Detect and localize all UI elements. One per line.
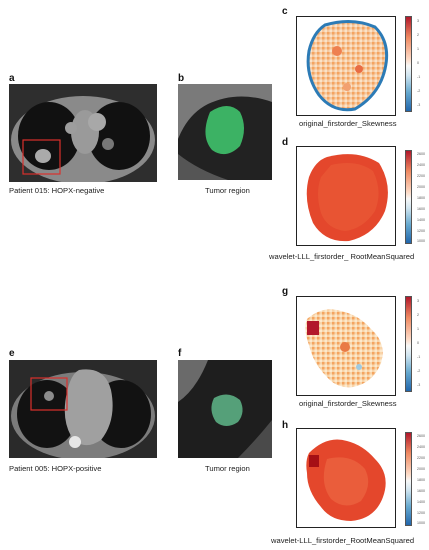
- tick: 3: [417, 19, 419, 23]
- panel-label-d: d: [282, 137, 289, 148]
- tick: -3: [417, 383, 421, 387]
- tick: 2600: [417, 434, 425, 438]
- panel-label-a: a: [9, 73, 15, 84]
- tick: 1400: [417, 500, 425, 504]
- tick: 0: [417, 61, 419, 65]
- tick: 2000: [417, 467, 425, 471]
- caption-g: original_firstorder_Skewness: [299, 399, 397, 408]
- feature-map-c: [296, 16, 396, 116]
- colorbar-c: 3 2 1 0 -1 -2 -3: [405, 16, 420, 112]
- tick: -1: [417, 355, 421, 359]
- tick: 3: [417, 299, 419, 303]
- tick: -3: [417, 103, 421, 107]
- colorbar-d: 2600 2400 2200 2000 1800 1600 1400 1200 …: [405, 150, 425, 244]
- ct-zoom-b: [178, 84, 272, 180]
- panel-label-c: c: [282, 6, 288, 17]
- feature-map-h: [296, 428, 396, 528]
- tick: -2: [417, 369, 421, 373]
- caption-e: Patient 005: HOPX-positive: [9, 464, 102, 473]
- tick: 2600: [417, 152, 425, 156]
- caption-b: Tumor region: [205, 186, 250, 195]
- tick: 1: [417, 47, 419, 51]
- tick: 2000: [417, 185, 425, 189]
- tick: 1400: [417, 218, 425, 222]
- roi-box: [30, 377, 68, 411]
- tick: 2200: [417, 174, 425, 178]
- panel-label-g: g: [282, 286, 289, 297]
- colorbar-g: 3 2 1 0 -1 -2 -3: [405, 296, 420, 392]
- tick: 2200: [417, 456, 425, 460]
- ct-scan-a: [9, 84, 157, 182]
- tick: 1600: [417, 489, 425, 493]
- tick: 2: [417, 313, 419, 317]
- tick: 2: [417, 33, 419, 37]
- panel-label-e: e: [9, 348, 15, 359]
- tick: 1000: [417, 521, 425, 525]
- tick: -1: [417, 75, 421, 79]
- feature-map-g: [296, 296, 396, 396]
- roi-box: [22, 139, 61, 175]
- tick: 2400: [417, 163, 425, 167]
- caption-d: wavelet-LLL_firstorder_ RootMeanSquared: [269, 252, 415, 261]
- panel-label-h: h: [282, 420, 289, 431]
- tick: 1800: [417, 478, 425, 482]
- caption-h: wavelet-LLL_firstorder_RootMeanSquared: [271, 536, 415, 545]
- tick: 2400: [417, 445, 425, 449]
- ct-scan-e: [9, 360, 157, 458]
- tick: 1800: [417, 196, 425, 200]
- panel-label-b: b: [178, 73, 185, 84]
- panel-label-f: f: [178, 348, 182, 359]
- caption-a: Patient 015: HOPX-negative: [9, 186, 105, 195]
- feature-map-d: [296, 146, 396, 246]
- ct-zoom-f: [178, 360, 272, 458]
- tick: 0: [417, 341, 419, 345]
- caption-c: original_firstorder_Skewness: [299, 119, 397, 128]
- tick: 1200: [417, 229, 425, 233]
- tick: -2: [417, 89, 421, 93]
- colorbar-h: 2600 2400 2200 2000 1800 1600 1400 1200 …: [405, 432, 425, 526]
- caption-f: Tumor region: [205, 464, 250, 473]
- tick: 1: [417, 327, 419, 331]
- tick: 1600: [417, 207, 425, 211]
- tumor-mask: [205, 106, 244, 155]
- tick: 1000: [417, 239, 425, 243]
- tumor-mask: [211, 394, 243, 426]
- tick: 1200: [417, 511, 425, 515]
